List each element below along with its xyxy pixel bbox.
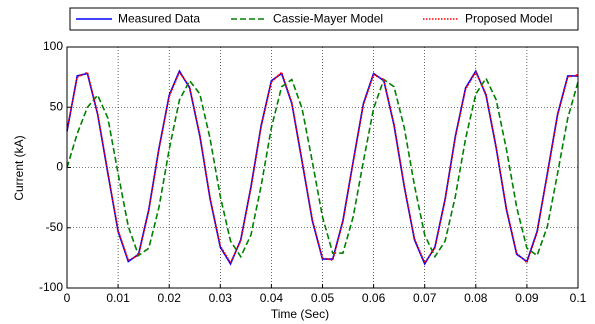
series-line	[66, 70, 579, 265]
y-tick-label: -100	[39, 280, 63, 294]
x-tick-label: 0.09	[515, 291, 539, 305]
x-tick-label: 0.01	[106, 291, 130, 305]
x-axis-label: Time (Sec)	[271, 307, 329, 321]
series-line	[66, 76, 579, 259]
x-tick-label: 0.1	[570, 291, 587, 305]
y-tick-label: 50	[50, 99, 64, 113]
x-tick-label: 0.08	[464, 291, 488, 305]
legend-box	[69, 7, 579, 31]
x-tick-label: 0.04	[260, 291, 284, 305]
legend-label: Measured Data	[118, 12, 200, 26]
legend-label: Proposed Model	[465, 12, 552, 26]
y-tick-label: 100	[43, 39, 63, 53]
y-tick-label: -50	[46, 220, 64, 234]
y-axis-label: Current (kA)	[12, 135, 26, 200]
legend-label: Cassie-Mayer Model	[273, 12, 383, 26]
x-tick-label: 0	[64, 291, 71, 305]
x-tick-label: 0.03	[209, 291, 233, 305]
y-tick-label: 0	[56, 160, 63, 174]
x-tick-label: 0.02	[158, 291, 182, 305]
x-tick-label: 0.07	[413, 291, 437, 305]
x-tick-label: 0.06	[362, 291, 386, 305]
x-tick-label: 0.05	[311, 291, 335, 305]
plot-frame	[66, 46, 579, 289]
